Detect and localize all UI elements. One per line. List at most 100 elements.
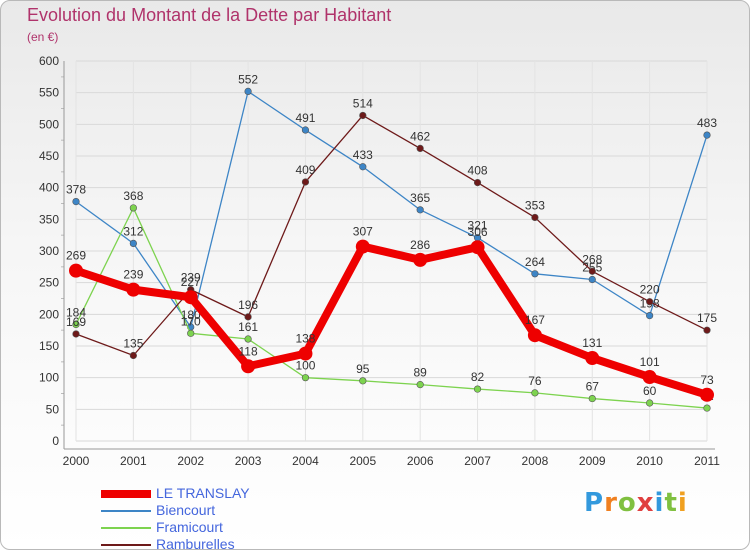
x-tick-label: 2002 [177, 454, 204, 468]
data-point [703, 404, 711, 412]
series-biencourt: 378312180552491433365321264255198483 [66, 72, 717, 331]
y-tick-label: 600 [39, 54, 59, 68]
y-tick-label: 0 [52, 434, 59, 448]
data-point [646, 312, 654, 320]
data-point [183, 290, 198, 305]
data-label: 227 [181, 275, 201, 289]
data-point [416, 144, 424, 152]
data-label: 73 [700, 373, 714, 387]
data-label: 514 [353, 96, 373, 110]
x-tick-label: 2000 [63, 454, 90, 468]
data-label: 365 [410, 191, 430, 205]
data-label: 255 [582, 261, 602, 275]
y-tick-label: 50 [46, 402, 60, 416]
data-label: 101 [640, 355, 660, 369]
data-label: 239 [181, 271, 201, 285]
data-point [703, 131, 711, 139]
x-tick-label: 2008 [522, 454, 549, 468]
data-label: 268 [582, 252, 602, 266]
data-point [585, 351, 600, 366]
data-point [129, 351, 137, 360]
data-label: 184 [66, 305, 86, 319]
data-label: 433 [353, 148, 373, 162]
data-point [72, 330, 80, 338]
data-point [646, 298, 654, 306]
data-point [588, 275, 596, 284]
data-label: 67 [586, 380, 600, 394]
data-point [588, 394, 596, 403]
data-point [129, 239, 137, 247]
data-label: 175 [697, 311, 717, 325]
legend-label: Ramburelles [156, 536, 235, 550]
data-point [69, 263, 83, 278]
data-point [244, 313, 252, 321]
data-point [413, 252, 428, 267]
legend-label: Biencourt [156, 502, 216, 518]
data-label: 378 [66, 183, 86, 197]
y-tick-label: 250 [39, 276, 59, 290]
y-tick-label: 400 [39, 181, 59, 195]
series-line [72, 242, 711, 399]
data-point [298, 346, 313, 361]
data-point [359, 163, 367, 171]
legend-swatch [101, 527, 151, 529]
data-label: 306 [468, 225, 488, 239]
data-point [244, 335, 252, 343]
data-point [359, 377, 367, 385]
data-point [355, 239, 370, 254]
data-label: 180 [181, 308, 201, 322]
data-point [129, 204, 137, 212]
data-point [301, 178, 310, 186]
data-point [642, 370, 657, 385]
data-point [703, 326, 711, 334]
legend-label: LE TRANSLAY [156, 485, 250, 501]
proxiti-logo: Proxiti [584, 488, 688, 518]
data-label: 135 [123, 337, 143, 351]
x-tick-label: 2010 [636, 454, 663, 468]
x-tick-label: 2007 [464, 454, 491, 468]
data-point [531, 270, 539, 278]
data-point [473, 179, 482, 187]
x-tick-label: 2004 [292, 454, 319, 468]
series-ramburelles: 169 135 239 196 409 514 462 408 353 268 220 175 [66, 96, 717, 360]
data-label: 491 [295, 111, 315, 125]
y-tick-label: 550 [39, 86, 59, 100]
y-tick-label: 150 [39, 339, 59, 353]
series-line [75, 114, 708, 357]
data-point [187, 329, 195, 337]
logo-letter: i [677, 488, 688, 518]
data-point [416, 381, 424, 389]
data-label: 353 [525, 198, 545, 212]
data-point [241, 359, 256, 374]
data-label: 409 [295, 163, 315, 177]
y-tick-label: 200 [39, 307, 59, 321]
data-point [72, 320, 80, 329]
data-label: 312 [123, 224, 143, 238]
data-point [244, 87, 252, 95]
data-label: 82 [471, 370, 485, 384]
legend-swatch [101, 510, 151, 512]
data-label: 321 [468, 219, 488, 233]
y-tick-label: 450 [39, 149, 59, 163]
logo-letter: t [664, 488, 678, 518]
x-tick-label: 2005 [349, 454, 376, 468]
data-label: 100 [295, 359, 315, 373]
data-point [126, 282, 141, 297]
data-label: 462 [410, 129, 430, 143]
data-point [531, 389, 539, 397]
data-point [470, 240, 485, 255]
logo-letter: o [617, 488, 637, 518]
logo-letter: P [584, 488, 605, 518]
x-tick-label: 2001 [120, 454, 147, 468]
chart-unit: (en €) [27, 30, 59, 44]
legend-label: Framicourt [156, 519, 223, 535]
data-label: 552 [238, 72, 258, 86]
data-point [531, 213, 539, 222]
y-tick-label: 100 [39, 371, 59, 385]
data-label: 138 [295, 332, 315, 346]
data-point [646, 399, 654, 407]
data-label: 483 [697, 116, 717, 130]
data-point [359, 111, 367, 120]
data-point [700, 387, 714, 402]
